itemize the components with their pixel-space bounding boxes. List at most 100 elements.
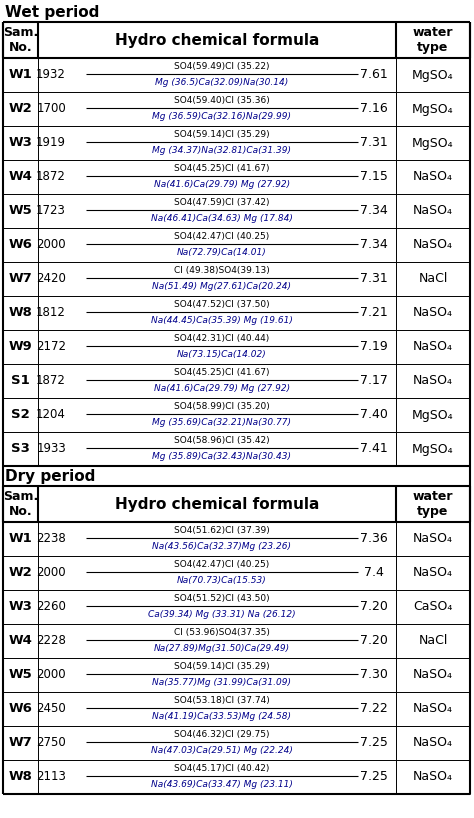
- Text: Na(43.56)Ca(32.37)Mg (23.26): Na(43.56)Ca(32.37)Mg (23.26): [153, 542, 292, 551]
- Text: W3: W3: [9, 137, 32, 150]
- Text: Na(47.03)Ca(29.51) Mg (22.24): Na(47.03)Ca(29.51) Mg (22.24): [151, 746, 293, 755]
- Text: 2750: 2750: [36, 736, 66, 749]
- Text: Hydro chemical formula: Hydro chemical formula: [115, 33, 319, 47]
- Text: Na(43.69)Ca(33.47) Mg (23.11): Na(43.69)Ca(33.47) Mg (23.11): [151, 780, 293, 789]
- Text: 7.61: 7.61: [360, 69, 388, 82]
- Text: Wet period: Wet period: [5, 6, 100, 20]
- Text: Hydro chemical formula: Hydro chemical formula: [115, 497, 319, 511]
- Text: 7.25: 7.25: [360, 771, 388, 784]
- Text: 7.36: 7.36: [360, 533, 388, 546]
- Text: NaSO₄: NaSO₄: [413, 307, 453, 320]
- Text: NaSO₄: NaSO₄: [413, 375, 453, 388]
- Text: NaSO₄: NaSO₄: [413, 771, 453, 784]
- Text: NaSO₄: NaSO₄: [413, 170, 453, 183]
- Text: Na(72.79)Ca(14.01): Na(72.79)Ca(14.01): [177, 248, 267, 257]
- Text: 7.25: 7.25: [360, 736, 388, 749]
- Text: water
type: water type: [413, 26, 453, 54]
- Text: 7.4: 7.4: [364, 567, 384, 579]
- Text: 1723: 1723: [36, 204, 66, 218]
- Text: 2172: 2172: [36, 340, 66, 353]
- Text: Na(35.77)Mg (31.99)Ca(31.09): Na(35.77)Mg (31.99)Ca(31.09): [153, 678, 292, 687]
- Text: W2: W2: [9, 567, 32, 579]
- Text: W1: W1: [9, 533, 32, 546]
- Text: W5: W5: [9, 204, 32, 218]
- Text: 7.16: 7.16: [360, 102, 388, 115]
- Text: SO4(42.31)Cl (40.44): SO4(42.31)Cl (40.44): [174, 334, 270, 343]
- Text: 7.34: 7.34: [360, 239, 388, 251]
- Text: W8: W8: [9, 307, 32, 320]
- Text: Na(41.6)Ca(29.79) Mg (27.92): Na(41.6)Ca(29.79) Mg (27.92): [154, 180, 290, 189]
- Text: SO4(58.96)Cl (35.42): SO4(58.96)Cl (35.42): [174, 436, 270, 445]
- Text: Na(46.41)Ca(34.63) Mg (17.84): Na(46.41)Ca(34.63) Mg (17.84): [151, 214, 293, 223]
- Text: Na(41.6)Ca(29.79) Mg (27.92): Na(41.6)Ca(29.79) Mg (27.92): [154, 384, 290, 393]
- Text: 1919: 1919: [36, 137, 66, 150]
- Text: SO4(45.25)Cl (41.67): SO4(45.25)Cl (41.67): [174, 368, 270, 377]
- Text: Na(51.49) Mg(27.61)Ca(20.24): Na(51.49) Mg(27.61)Ca(20.24): [153, 282, 292, 291]
- Text: MgSO₄: MgSO₄: [412, 443, 454, 456]
- Text: Cl (49.38)SO4(39.13): Cl (49.38)SO4(39.13): [174, 266, 270, 275]
- Text: Na(70.73)Ca(15.53): Na(70.73)Ca(15.53): [177, 576, 267, 585]
- Text: W1: W1: [9, 69, 32, 82]
- Text: W9: W9: [9, 340, 32, 353]
- Text: 7.19: 7.19: [360, 340, 388, 353]
- Text: SO4(51.62)Cl (37.39): SO4(51.62)Cl (37.39): [174, 526, 270, 535]
- Text: 7.21: 7.21: [360, 307, 388, 320]
- Text: 2000: 2000: [36, 567, 66, 579]
- Text: SO4(45.25)Cl (41.67): SO4(45.25)Cl (41.67): [174, 164, 270, 173]
- Text: 1700: 1700: [36, 102, 66, 115]
- Text: S1: S1: [11, 375, 30, 388]
- Text: W6: W6: [9, 703, 32, 716]
- Text: Sam.
No.: Sam. No.: [3, 490, 38, 518]
- Text: Na(27.89)Mg(31.50)Ca(29.49): Na(27.89)Mg(31.50)Ca(29.49): [154, 644, 290, 653]
- Text: NaSO₄: NaSO₄: [413, 567, 453, 579]
- Text: SO4(59.14)Cl (35.29): SO4(59.14)Cl (35.29): [174, 130, 270, 139]
- Text: SO4(47.59)Cl (37.42): SO4(47.59)Cl (37.42): [174, 198, 270, 207]
- Text: W2: W2: [9, 102, 32, 115]
- Text: Cl (53.96)SO4(37.35): Cl (53.96)SO4(37.35): [174, 628, 270, 637]
- Text: 1204: 1204: [36, 408, 66, 421]
- Text: W7: W7: [9, 272, 32, 285]
- Text: Mg (34.37)Na(32.81)Ca(31.39): Mg (34.37)Na(32.81)Ca(31.39): [153, 146, 292, 155]
- Text: W7: W7: [9, 736, 32, 749]
- Text: SO4(47.52)Cl (37.50): SO4(47.52)Cl (37.50): [174, 300, 270, 309]
- Text: NaSO₄: NaSO₄: [413, 340, 453, 353]
- Text: MgSO₄: MgSO₄: [412, 408, 454, 421]
- Text: SO4(59.40)Cl (35.36): SO4(59.40)Cl (35.36): [174, 96, 270, 105]
- Text: 7.17: 7.17: [360, 375, 388, 388]
- Text: SO4(46.32)Cl (29.75): SO4(46.32)Cl (29.75): [174, 730, 270, 739]
- Text: W3: W3: [9, 600, 32, 614]
- Text: 7.20: 7.20: [360, 635, 388, 648]
- Text: Sam.
No.: Sam. No.: [3, 26, 38, 54]
- Text: MgSO₄: MgSO₄: [412, 137, 454, 150]
- Text: SO4(59.14)Cl (35.29): SO4(59.14)Cl (35.29): [174, 662, 270, 671]
- Text: Na(44.45)Ca(35.39) Mg (19.61): Na(44.45)Ca(35.39) Mg (19.61): [151, 316, 293, 325]
- Text: 2113: 2113: [36, 771, 66, 784]
- Text: SO4(42.47)Cl (40.25): SO4(42.47)Cl (40.25): [174, 560, 270, 569]
- Text: NaSO₄: NaSO₄: [413, 533, 453, 546]
- Text: 7.30: 7.30: [360, 668, 388, 681]
- Text: 7.15: 7.15: [360, 170, 388, 183]
- Text: NaCl: NaCl: [419, 272, 447, 285]
- Text: 1812: 1812: [36, 307, 66, 320]
- Text: 7.22: 7.22: [360, 703, 388, 716]
- Text: W4: W4: [9, 170, 32, 183]
- Text: 7.31: 7.31: [360, 272, 388, 285]
- Text: 2000: 2000: [36, 668, 66, 681]
- Text: 2228: 2228: [36, 635, 66, 648]
- Text: Ca(39.34) Mg (33.31) Na (26.12): Ca(39.34) Mg (33.31) Na (26.12): [148, 610, 296, 619]
- Text: CaSO₄: CaSO₄: [413, 600, 453, 614]
- Text: 7.20: 7.20: [360, 600, 388, 614]
- Text: W4: W4: [9, 635, 32, 648]
- Text: 7.31: 7.31: [360, 137, 388, 150]
- Text: 7.41: 7.41: [360, 443, 388, 456]
- Text: S3: S3: [11, 443, 30, 456]
- Text: 2420: 2420: [36, 272, 66, 285]
- Text: Mg (36.59)Ca(32.16)Na(29.99): Mg (36.59)Ca(32.16)Na(29.99): [153, 112, 292, 121]
- Text: S2: S2: [11, 408, 30, 421]
- Text: 7.40: 7.40: [360, 408, 388, 421]
- Text: 1872: 1872: [36, 375, 66, 388]
- Text: MgSO₄: MgSO₄: [412, 102, 454, 115]
- Text: 1932: 1932: [36, 69, 66, 82]
- Text: Mg (35.69)Ca(32.21)Na(30.77): Mg (35.69)Ca(32.21)Na(30.77): [153, 418, 292, 427]
- Text: NaSO₄: NaSO₄: [413, 239, 453, 251]
